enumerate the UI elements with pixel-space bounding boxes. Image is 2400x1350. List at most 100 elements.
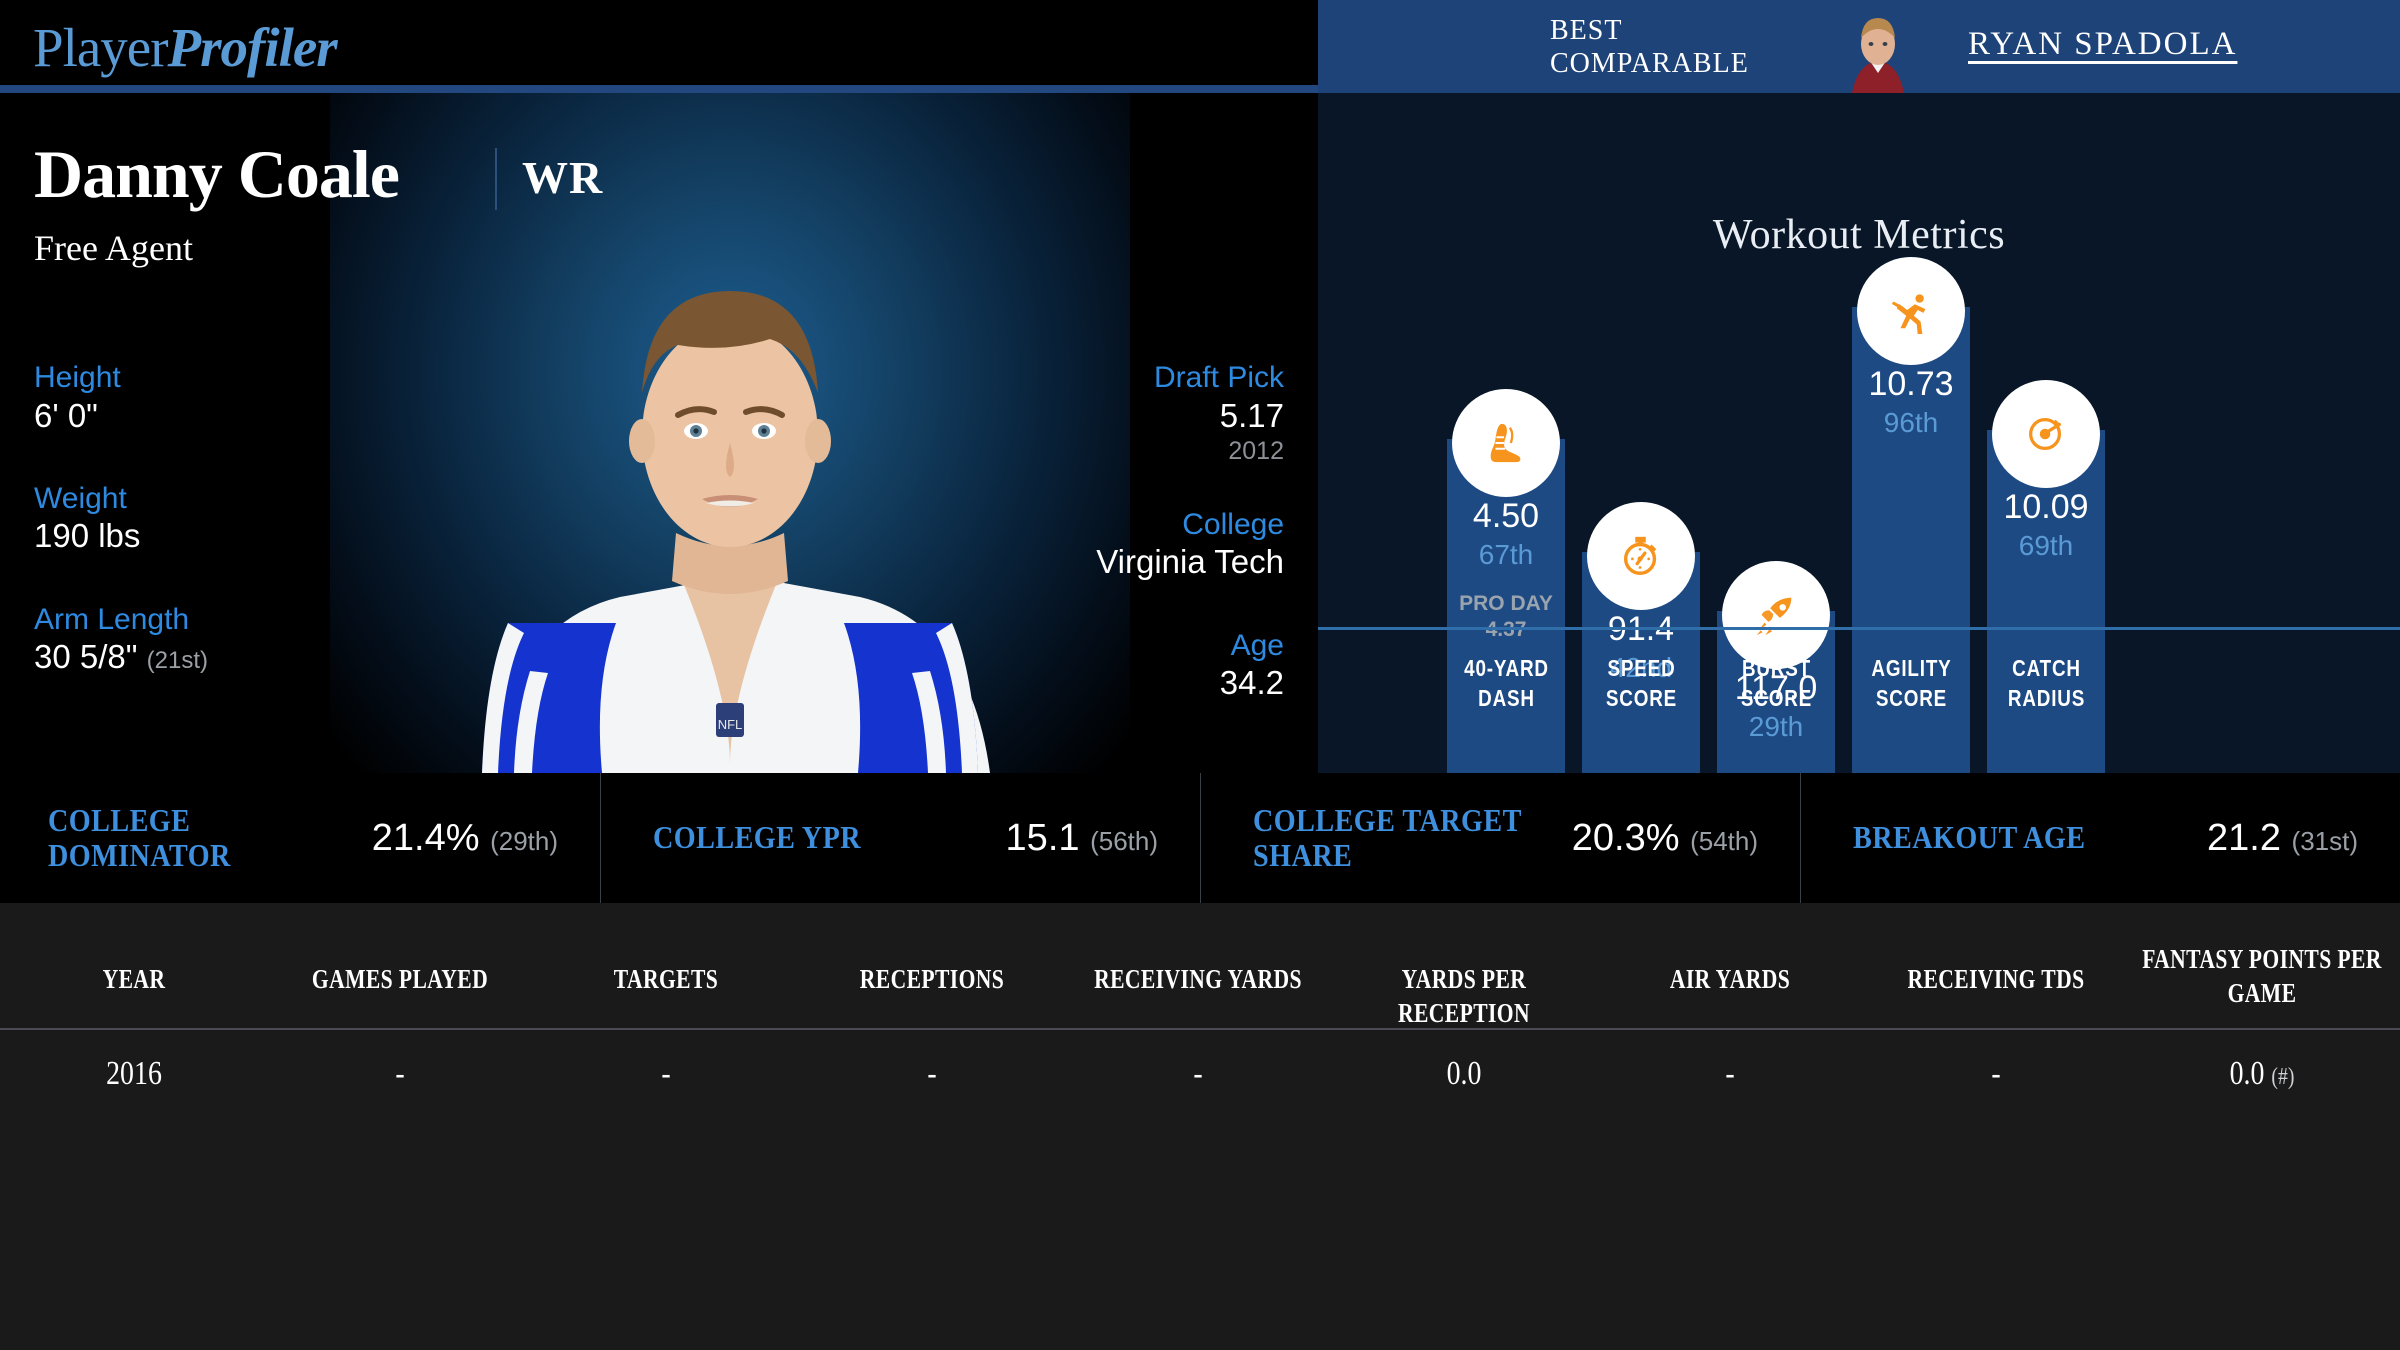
stat-draft-pick-label: Draft Pick [1153, 361, 1284, 394]
chart-bar-value: 10.09 [2003, 488, 2089, 526]
page-title: Danny Coale [34, 136, 400, 212]
college-metric-value: 15.1 (56th) [1005, 816, 1158, 859]
title-divider [495, 148, 497, 210]
player-position: WR [522, 152, 604, 203]
college-metric-cell[interactable]: COLLEGE YPR 15.1 (56th) [600, 773, 1200, 903]
player-headshot: NFL [482, 291, 990, 773]
stat-arm-length-ordinal: (21st) [146, 647, 208, 675]
chart-category-label: CATCH RADIUS [2007, 655, 2085, 711]
runner-icon [1857, 257, 1965, 365]
table-cell: - [1193, 1055, 1203, 1092]
logo-text-profiler: Profiler [167, 17, 338, 78]
college-metric-ordinal: (29th) [490, 825, 558, 856]
college-metric-label: COLLEGE DOMINATOR [48, 801, 231, 873]
chart-bar-value: 4.50 [1472, 497, 1540, 535]
stat-weight-label: Weight [34, 481, 127, 515]
college-metric-cell[interactable]: BREAKOUT AGE 21.2 (31st) [1800, 773, 2400, 903]
workout-metrics-title: Workout Metrics [1712, 212, 2006, 258]
best-comparable-label: BEST COMPARABLE [1550, 14, 1800, 80]
chart-bar-percentile: 96th [1883, 407, 1939, 438]
college-metric-label: COLLEGE YPR [653, 819, 861, 856]
stat-height-value: 6' 0" [34, 396, 98, 434]
table-cell: - [661, 1055, 671, 1092]
table-cell-rank: (#) [2271, 1064, 2295, 1090]
table-header-rule [0, 1028, 2400, 1030]
table-column-header[interactable]: RECEIVING TDS [1907, 964, 2085, 994]
table-cell: - [395, 1055, 405, 1092]
running-shoe-icon [1452, 389, 1560, 497]
table-column-header[interactable]: AIR YARDS [1669, 964, 1791, 994]
college-metric-label: BREAKOUT AGE [1853, 819, 2086, 856]
stat-draft-pick-value: 5.17 [1219, 396, 1284, 434]
college-metric-ordinal: (54th) [1690, 825, 1758, 856]
site-logo[interactable]: PlayerProfiler [33, 16, 338, 79]
chart-category-labels: 40-YARD DASH SPEED SCORE BURST SCORE AGILITY SC… [1318, 638, 2400, 733]
college-metrics-strip: COLLEGE DOMINATOR 21.4% (29th) COLLEGE YPR… [0, 773, 2400, 903]
stat-weight: Weight 190 lbs [34, 482, 208, 557]
stat-age: Age 34.2 [1096, 629, 1284, 704]
chart-bar-percentile: 29th [1748, 711, 1804, 742]
stat-arm-length-label: Arm Length [34, 602, 190, 636]
best-comparable-label-line2: COMPARABLE [1550, 48, 1749, 80]
player-overview-panel: NFL Danny Coale WR Free Agent Height 6' … [0, 93, 1318, 773]
table-cell: - [1991, 1055, 2001, 1092]
table-cell: 2016 [106, 1055, 162, 1092]
table-column-header[interactable]: FANTASY POINTS PER GAME [2142, 944, 2382, 1008]
table-cell: - [927, 1055, 937, 1092]
stat-weight-value: 190 lbs [34, 517, 141, 555]
table-header-row: YEAR GAMES PLAYED TARGETS RECEPTIONS RECEIVI… [0, 903, 2400, 1028]
season-stats-table: YEAR GAMES PLAYED TARGETS RECEPTIONS RECEIVI… [0, 903, 2400, 1350]
stat-height: Height 6' 0" [34, 361, 208, 436]
stat-draft-pick: Draft Pick 5.17 2012 [1096, 361, 1284, 466]
stat-height-label: Height [34, 361, 121, 394]
college-metric-cell[interactable]: COLLEGE DOMINATOR 21.4% (29th) [0, 773, 600, 903]
college-metric-value: 21.4% (29th) [371, 816, 558, 859]
chart-category-label: BURST SCORE [1740, 655, 1812, 711]
right-stat-column: Draft Pick 5.17 2012 College Virginia Te… [1096, 361, 1284, 750]
left-stat-column: Height 6' 0" Weight 190 lbs Arm Length 3… [34, 361, 208, 724]
chart-bar-percentile: 67th [1478, 539, 1534, 570]
table-column-header[interactable]: YEAR [102, 964, 166, 994]
chart-bar-percentile: 42nd [1609, 652, 1673, 683]
stat-college-value: Virginia Tech [1096, 543, 1284, 581]
college-metric-value: 20.3% (54th) [1571, 816, 1758, 859]
chart-bar-annotation: PRO DAY4.37 [1447, 591, 1565, 644]
chart-category-label: AGILITY SCORE [1870, 655, 1952, 711]
table-column-header[interactable]: TARGETS [613, 964, 719, 994]
chart-bar-value: 117.0 [1734, 669, 1818, 707]
top-bar: PlayerProfiler BEST COMPARABLE RYAN SPAD… [0, 0, 2400, 93]
chart-category-label: 40-YARD DASH [1463, 655, 1549, 711]
best-comparable-label-line1: BEST [1550, 15, 1623, 46]
svg-text:NFL: NFL [718, 717, 743, 732]
table-cell: 0.0 [1446, 1055, 1482, 1092]
college-metric-cell[interactable]: COLLEGE TARGET SHARE 20.3% (54th) [1200, 773, 1800, 903]
stat-arm-length: Arm Length 30 5/8" (21st) [34, 603, 208, 678]
chart-bar-proday-label: PRO DAY [1459, 592, 1553, 615]
table-column-header[interactable]: RECEPTIONS [859, 964, 1005, 994]
chart-category-label: SPEED SCORE [1605, 655, 1677, 711]
table-column-header[interactable]: RECEIVING YARDS [1094, 964, 1302, 994]
college-metric-label: COLLEGE TARGET SHARE [1253, 801, 1522, 873]
comparable-player-headshot [1818, 0, 1938, 93]
stat-age-label: Age [1230, 628, 1284, 662]
chart-bar-value: 10.73 [1868, 365, 1954, 403]
chart-baseline-axis [1318, 627, 2400, 630]
stat-age-value: 34.2 [1219, 664, 1284, 702]
header-divider-rule [0, 85, 1318, 93]
table-column-header[interactable]: YARDS PER RECEPTION [1397, 964, 1531, 1028]
comparable-player-name-link[interactable]: RYAN SPADOLA [1968, 26, 2238, 62]
player-team-status: Free Agent [34, 228, 193, 268]
college-metric-ordinal: (31st) [2291, 825, 2358, 856]
best-comparable-panel[interactable]: BEST COMPARABLE RYAN SPADOLA [1318, 0, 2400, 93]
stopwatch-icon [1587, 502, 1695, 610]
college-metric-ordinal: (56th) [1090, 825, 1158, 856]
target-icon [1992, 380, 2100, 488]
comparable-headshot-svg [1818, 0, 1938, 93]
stat-draft-year: 2012 [1228, 436, 1284, 465]
table-column-header[interactable]: GAMES PLAYED [311, 964, 489, 994]
chart-bar[interactable]: 10.73 96th [1852, 307, 1970, 773]
stat-arm-length-value: 30 5/8" (21st) [34, 638, 208, 676]
chart-bar-percentile: 69th [2018, 530, 2074, 561]
table-cell: 0.0 (#) [2229, 1055, 2295, 1092]
